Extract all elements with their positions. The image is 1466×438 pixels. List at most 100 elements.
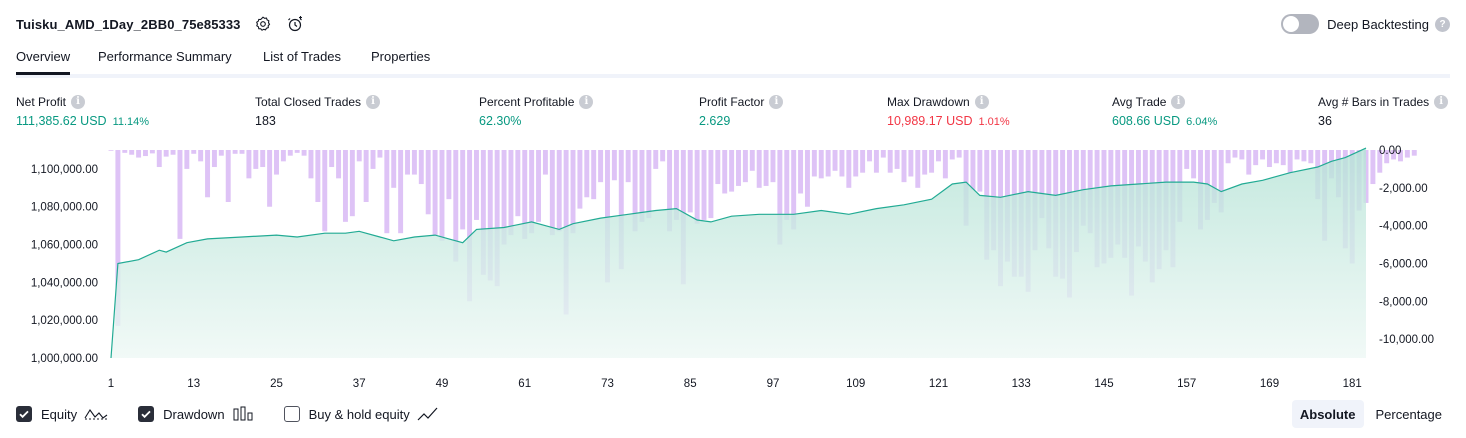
drawdown-bar bbox=[722, 150, 728, 194]
x-axis-tick: 121 bbox=[929, 378, 948, 390]
drawdown-bar bbox=[867, 150, 872, 162]
info-icon[interactable]: i bbox=[1434, 94, 1449, 109]
drawdown-bar bbox=[1301, 150, 1307, 162]
percentage-button[interactable]: Percentage bbox=[1375, 406, 1443, 422]
drawdown-bar bbox=[784, 150, 790, 220]
x-axis-tick: 169 bbox=[1260, 378, 1279, 390]
drawdown-bar bbox=[577, 150, 583, 209]
drawdown-bar bbox=[522, 150, 528, 239]
max-drawdown-pct: 1.01% bbox=[978, 116, 1010, 128]
drawdown-bar bbox=[818, 150, 824, 179]
avg-trade-pct: 6.04% bbox=[1186, 116, 1218, 128]
info-icon[interactable]: i bbox=[366, 94, 381, 109]
strategy-name: Tuisku_AMD_1Day_2BB0_75e85333 bbox=[16, 16, 241, 32]
drawdown-checkbox[interactable] bbox=[138, 406, 155, 422]
equity-drawdown-chart[interactable]: 1,100,000.00 1,080,000.00 1,060,000.00 1,04… bbox=[0, 140, 1466, 395]
drawdown-bar bbox=[267, 150, 273, 207]
deep-backtesting-toggle[interactable] bbox=[1281, 14, 1320, 34]
x-axis-tick: 85 bbox=[684, 378, 697, 390]
help-icon[interactable]: ? bbox=[1435, 16, 1450, 32]
net-profit-value: 111,385.62 USD bbox=[16, 114, 107, 128]
legend-equity[interactable]: Equity bbox=[16, 406, 108, 422]
drawdown-bar bbox=[1246, 150, 1252, 175]
total-closed-trades-value: 183 bbox=[255, 114, 276, 128]
drawdown-bar bbox=[177, 150, 183, 239]
drawdown-bar bbox=[191, 150, 197, 154]
net-profit-pct: 11.14% bbox=[112, 116, 150, 128]
tab-performance-summary[interactable]: Performance Summary bbox=[98, 49, 232, 64]
drawdown-bar bbox=[653, 150, 659, 169]
drawdown-bar bbox=[156, 150, 162, 168]
drawdown-bar bbox=[1308, 150, 1314, 164]
equity-checkbox[interactable] bbox=[16, 406, 32, 422]
drawdown-bar bbox=[929, 150, 935, 173]
tab-properties[interactable]: Properties bbox=[371, 49, 431, 64]
x-axis: 1 13 25 37 49 61 73 85 97 109 121 133 145 157 169 181 bbox=[108, 378, 1362, 390]
settings-icon[interactable] bbox=[253, 14, 273, 34]
drawdown-bar bbox=[536, 150, 541, 222]
drawdown-bar bbox=[308, 150, 314, 179]
drawdown-bar bbox=[480, 150, 486, 275]
drawdown-bar bbox=[1253, 150, 1259, 166]
drawdown-bar bbox=[708, 150, 714, 219]
drawdown-bar bbox=[549, 150, 555, 236]
drawdown-bar bbox=[398, 150, 404, 234]
drawdown-bar bbox=[811, 150, 817, 177]
absolute-button[interactable]: Absolute bbox=[1291, 400, 1364, 428]
drawdown-bar bbox=[363, 150, 369, 202]
drawdown-bar bbox=[736, 150, 741, 186]
drawdown-bar bbox=[1273, 150, 1279, 164]
drawdown-bar bbox=[467, 150, 473, 302]
drawdown-bar bbox=[315, 150, 321, 202]
legend-drawdown[interactable]: Drawdown bbox=[138, 406, 253, 422]
stat-percent-profitable: Percent Profitable i 62.30% bbox=[479, 94, 594, 128]
info-icon[interactable]: i bbox=[974, 94, 989, 109]
info-icon[interactable]: i bbox=[769, 94, 784, 109]
drawdown-bar bbox=[529, 150, 535, 234]
drawdown-bar bbox=[887, 150, 893, 173]
tab-overview[interactable]: Overview bbox=[16, 46, 71, 75]
drawdown-bar bbox=[584, 150, 590, 198]
legend-buy-hold[interactable]: Buy & hold equity bbox=[283, 406, 439, 422]
drawdown-bar bbox=[942, 150, 948, 179]
left-axis-tick: 1,000,000.00 bbox=[31, 353, 98, 365]
drawdown-bar bbox=[294, 150, 300, 153]
drawdown-bar bbox=[970, 150, 976, 190]
drawdown-bar bbox=[205, 150, 211, 198]
drawdown-bar bbox=[742, 150, 748, 183]
info-icon[interactable]: i bbox=[579, 94, 594, 109]
stat-label: Percent Profitable bbox=[479, 94, 575, 109]
drawdown-bar bbox=[246, 150, 252, 179]
drawdown-bar bbox=[143, 150, 148, 157]
drawdown-bar bbox=[198, 150, 204, 162]
info-icon[interactable]: i bbox=[1171, 94, 1186, 109]
equity-line-icon bbox=[84, 406, 108, 422]
left-axis-tick: 1,100,000.00 bbox=[31, 164, 98, 176]
info-icon[interactable]: i bbox=[71, 94, 86, 109]
alert-clock-icon[interactable] bbox=[285, 14, 305, 34]
stat-profit-factor: Profit Factor i 2.629 bbox=[699, 94, 784, 128]
legend-drawdown-label: Drawdown bbox=[163, 406, 225, 422]
drawdown-bar bbox=[729, 150, 735, 192]
drawdown-bar bbox=[1391, 150, 1397, 160]
buy-hold-checkbox[interactable] bbox=[283, 406, 300, 422]
drawdown-bar bbox=[625, 150, 631, 183]
max-drawdown-value: 10,989.17 USD bbox=[887, 114, 973, 128]
drawdown-bar bbox=[694, 150, 700, 224]
drawdown-bar bbox=[749, 150, 755, 171]
drawdown-bar bbox=[301, 150, 307, 156]
buy-hold-line-icon bbox=[417, 406, 439, 422]
drawdown-bar bbox=[894, 150, 900, 169]
drawdown-bar bbox=[908, 150, 914, 177]
drawdown-bar bbox=[618, 150, 624, 270]
equity-line bbox=[110, 147, 1367, 359]
tab-list-of-trades[interactable]: List of Trades bbox=[263, 49, 342, 64]
stat-label: Total Closed Trades bbox=[255, 94, 362, 109]
legend-equity-label: Equity bbox=[41, 406, 78, 422]
drawdown-bar bbox=[1239, 150, 1245, 160]
x-axis-tick: 97 bbox=[767, 378, 780, 390]
drawdown-bar bbox=[1404, 150, 1410, 158]
stat-total-closed-trades: Total Closed Trades i 183 bbox=[255, 94, 381, 128]
deep-backtesting: Deep Backtesting ? bbox=[1281, 14, 1450, 34]
drawdown-bar bbox=[1377, 150, 1383, 173]
